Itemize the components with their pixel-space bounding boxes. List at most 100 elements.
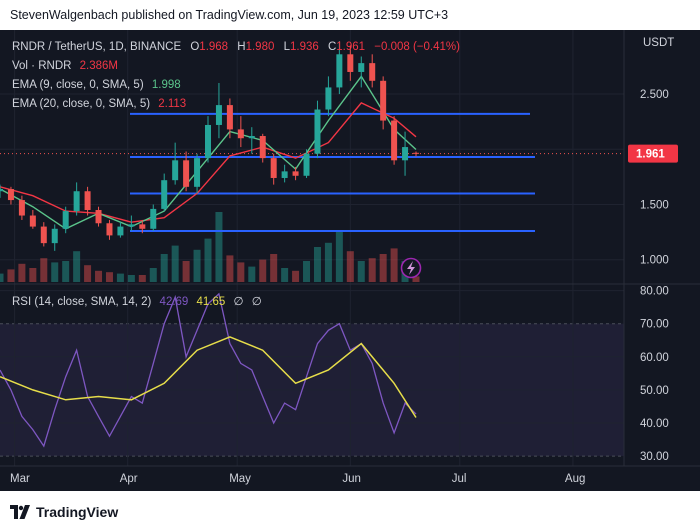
volume-bar [138,275,146,282]
candle[interactable] [215,83,222,139]
volume-bar [51,262,59,282]
tradingview-brand-text: TradingView [36,504,119,520]
rsi-axis-label: 60.00 [640,352,669,364]
time-axis-label: Jun [342,473,361,485]
candle[interactable] [73,182,80,216]
volume-bar [193,249,201,282]
candle-body [150,208,157,229]
tradingview-brand[interactable]: TradingView [10,504,118,520]
candle-body [128,224,135,227]
legend-ema20-value: 2.113 [158,98,186,110]
time-axis-label: May [229,473,251,485]
candle-body [84,191,91,211]
rsi-lines [0,292,417,448]
candle[interactable] [314,100,321,159]
candle[interactable] [270,153,277,185]
candlesticks[interactable] [0,41,419,251]
candle-body [139,224,146,229]
candle[interactable] [325,76,332,117]
candle[interactable] [29,210,36,229]
candle[interactable] [139,219,146,234]
candle[interactable] [336,41,343,95]
candle-body [402,147,409,161]
time-axis[interactable]: Mar Apr May Jun Jul Aug [10,473,585,485]
candle[interactable] [226,98,233,139]
candle[interactable] [18,195,25,220]
legend-close-label: C [328,41,336,53]
candle[interactable] [391,116,398,165]
price-axis-label: 1.500 [640,199,669,211]
candle[interactable] [358,56,365,88]
candle-body [336,54,343,88]
volume-bar [335,231,343,282]
svg-text:EMA (9, close, 0, SMA, 5): EMA (9, close, 0, SMA, 5) 1.998 [12,79,181,91]
chart-svg[interactable]: RNDR / TetherUS, 1D, BINANCE O1.968 H1.9… [0,30,700,491]
svg-text:EMA (20, close, 0, SMA, 5): EMA (20, close, 0, SMA, 5) 2.113 [12,98,186,110]
candle[interactable] [413,151,419,157]
candle[interactable] [7,186,14,205]
legend-ema9-value: 1.998 [152,79,181,91]
candle[interactable] [40,222,47,247]
candle[interactable] [161,173,168,212]
legend-rsi-ma-value: 41.65 [197,296,226,308]
volume-bar [390,248,398,282]
chart-area[interactable]: RNDR / TetherUS, 1D, BINANCE O1.968 H1.9… [0,30,700,491]
flash-icon[interactable] [400,257,422,279]
volume-bar [204,238,212,282]
footer: TradingView [0,491,700,531]
candle[interactable] [95,206,102,227]
current-price-value: 1.961 [636,149,665,161]
candle[interactable] [150,204,157,231]
candle[interactable] [172,142,179,185]
candle[interactable] [380,76,387,130]
legend-high-label: H [237,41,245,53]
legend-open-label: O [190,41,199,53]
candle[interactable] [194,153,201,194]
attribution-text: StevenWalgenbach published on TradingVie… [10,8,449,22]
candle[interactable] [248,127,255,154]
legend-rsi-extra-1: ∅ [234,296,244,308]
time-axis-label: Jul [452,473,467,485]
volume-bar [379,254,387,282]
candle[interactable] [106,219,113,240]
candle[interactable] [128,215,135,231]
volume-bar [0,273,4,282]
candle[interactable] [303,149,310,178]
volume-bar [237,262,245,282]
candle[interactable] [292,166,299,181]
candle[interactable] [402,131,409,176]
candle[interactable] [117,222,124,238]
candle-body [259,136,266,159]
ema20-line [0,102,417,223]
rsi-axis[interactable]: 80.00 70.00 60.00 50.00 40.00 30.00 [640,286,669,463]
tradingview-logo-icon [10,505,30,519]
candle[interactable] [347,45,354,81]
candle[interactable] [183,151,190,192]
time-axis-label: Aug [565,473,585,485]
volume-bar [84,265,92,282]
legend-rsi-label: RSI (14, close, SMA, 14, 2) [12,296,152,308]
candle[interactable] [51,224,58,251]
candle[interactable] [0,184,3,198]
candle-body [29,215,36,227]
candle-body [248,136,255,139]
candle-body [303,153,310,176]
candle[interactable] [237,116,244,148]
candle-body [117,226,124,236]
volume-bar [127,275,135,282]
volume-bar [18,263,26,282]
volume-bar [346,251,354,282]
candle[interactable] [205,116,211,163]
candle[interactable] [281,164,288,183]
candle-body [413,152,419,154]
candle[interactable] [62,206,69,234]
rsi-line [0,292,417,448]
candle[interactable] [259,133,266,163]
volume-bar [149,268,157,282]
candle[interactable] [369,54,376,88]
candle-body [380,80,387,121]
volume-bar [73,251,81,282]
candle-body [292,171,299,176]
candle[interactable] [84,186,91,216]
